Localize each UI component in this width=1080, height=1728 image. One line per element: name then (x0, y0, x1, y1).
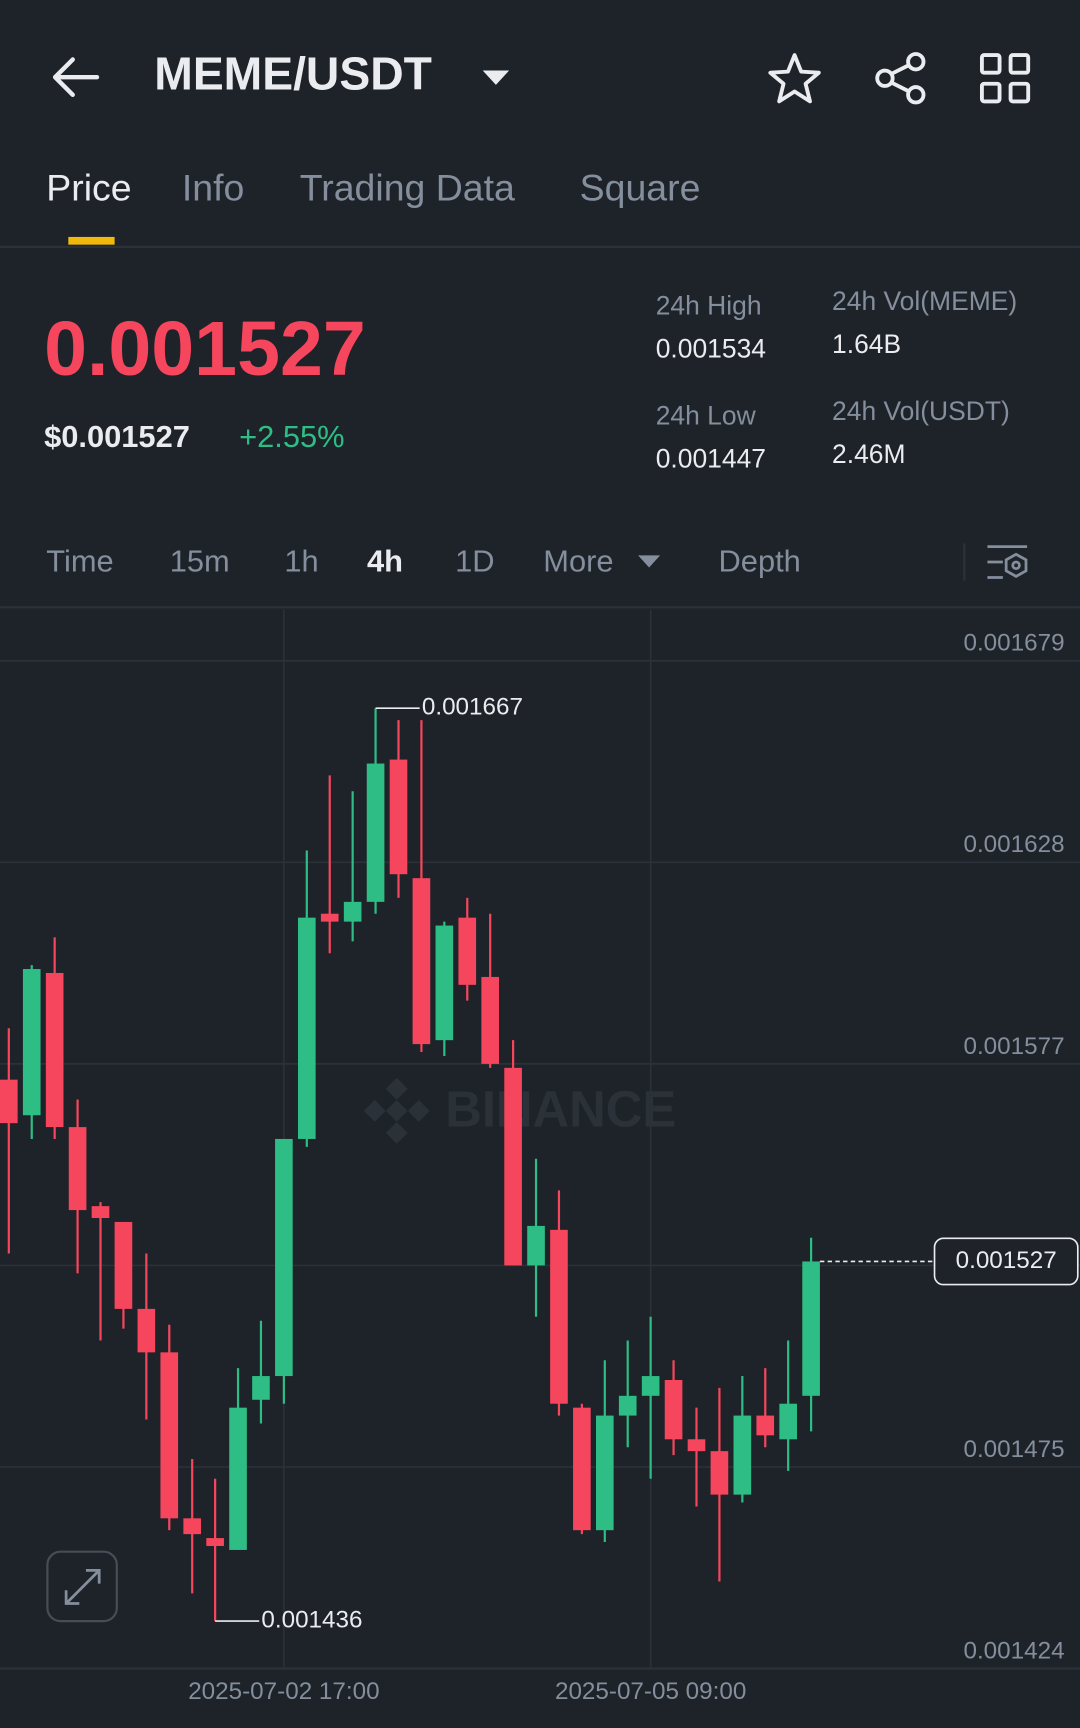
tab[interactable]: Square (580, 167, 701, 209)
y-tick-label: 0.001475 (963, 1436, 1064, 1463)
candle-body (68, 1127, 87, 1211)
x-tick-label: 2025-07-02 17:00 (188, 1678, 379, 1705)
candle-body (389, 759, 408, 875)
stat-value: 2.46M (832, 439, 905, 469)
stat-value: 0.001534 (656, 333, 766, 363)
high-label: 0.001667 (422, 694, 523, 721)
candle-body (733, 1415, 752, 1495)
menu-icon[interactable] (979, 53, 1031, 104)
tab[interactable]: Price (46, 167, 131, 209)
favorite-icon[interactable] (768, 53, 821, 104)
candle-body (802, 1261, 820, 1396)
candle-body (481, 976, 500, 1064)
stat-label: 24h Vol(MEME) (832, 286, 1017, 316)
candle-body (252, 1376, 270, 1400)
candle-body (595, 1415, 614, 1531)
candle-body (91, 1206, 110, 1218)
stat-value: 0.001447 (656, 444, 766, 474)
candle-body (206, 1538, 224, 1546)
interval-option[interactable]: Time (46, 543, 113, 578)
candle-body (412, 878, 431, 1045)
candle-body (710, 1451, 729, 1495)
stats: 24h High 0.001534 24h Vol(MEME) 1.64B 24h Lo… (656, 286, 1017, 474)
candlestick-chart: BINANCE0.0014240.0014750.0015260.0015770… (0, 609, 1080, 1705)
more-dropdown[interactable] (638, 555, 661, 568)
candle-body (0, 1079, 18, 1124)
candle-body (687, 1439, 706, 1452)
candle-body (458, 917, 477, 985)
candle-body (137, 1308, 156, 1353)
y-tick-label: 0.001628 (963, 831, 1064, 858)
chart-settings-icon[interactable] (987, 545, 1028, 579)
candle-body (573, 1407, 591, 1531)
usd-price: $0.001527 (44, 419, 190, 454)
interval-option[interactable]: 4h (367, 543, 403, 578)
candle-body (114, 1221, 133, 1309)
back-button[interactable] (52, 57, 100, 97)
price-change: +2.55% (239, 419, 344, 454)
y-tick-label: 0.001577 (963, 1033, 1064, 1060)
candle-body (527, 1225, 545, 1266)
stat-value: 1.64B (832, 329, 901, 359)
tab[interactable]: Info (182, 167, 244, 209)
interval-option[interactable]: More (543, 543, 613, 578)
pair-dropdown[interactable] (482, 70, 510, 85)
candle-body (45, 972, 64, 1128)
tab[interactable]: Trading Data (300, 167, 515, 209)
expand-button[interactable] (46, 1550, 118, 1623)
last-price-label: 0.001527 (956, 1247, 1057, 1274)
candle-body (22, 969, 41, 1116)
stat-label: 24h Low (656, 401, 757, 431)
candle-body (435, 925, 454, 1041)
candle-body (343, 901, 362, 922)
interval-option[interactable]: 15m (170, 543, 230, 578)
candle-body (618, 1395, 637, 1416)
candle-body (297, 917, 316, 1139)
interval-option[interactable]: 1D (455, 543, 494, 578)
interval-bar: Time 15m 1h 4h 1D More Depth (46, 543, 801, 578)
candle-body (229, 1407, 247, 1550)
interval-option[interactable]: Depth (719, 543, 801, 578)
y-tick-label: 0.001679 (963, 630, 1064, 657)
candle-body (504, 1067, 522, 1266)
candle-body (183, 1518, 202, 1535)
last-price-box (933, 1237, 1079, 1286)
stat-label: 24h High (656, 290, 762, 320)
last-price: 0.001527 (44, 306, 366, 392)
y-tick-label: 0.001424 (963, 1637, 1064, 1664)
candle-body (756, 1415, 775, 1436)
share-icon[interactable] (875, 52, 926, 105)
candle-body (320, 913, 339, 922)
candle-body (160, 1352, 179, 1519)
pair-title[interactable]: MEME/USDT (154, 47, 432, 99)
candle-body (275, 1138, 293, 1377)
watermark: BINANCE (445, 1080, 676, 1137)
low-label: 0.001436 (261, 1606, 362, 1633)
candle-body (550, 1229, 568, 1404)
interval-option[interactable]: 1h (284, 543, 318, 578)
candle-body (641, 1376, 660, 1396)
stat-label: 24h Vol(USDT) (832, 396, 1010, 426)
candle-body (366, 763, 385, 902)
active-tab-indicator (68, 236, 115, 245)
tab-bar: Price Info Trading Data Square (46, 167, 700, 209)
x-tick-label: 2025-07-05 09:00 (555, 1678, 746, 1705)
candle-body (779, 1403, 797, 1440)
candle-body (664, 1380, 683, 1440)
